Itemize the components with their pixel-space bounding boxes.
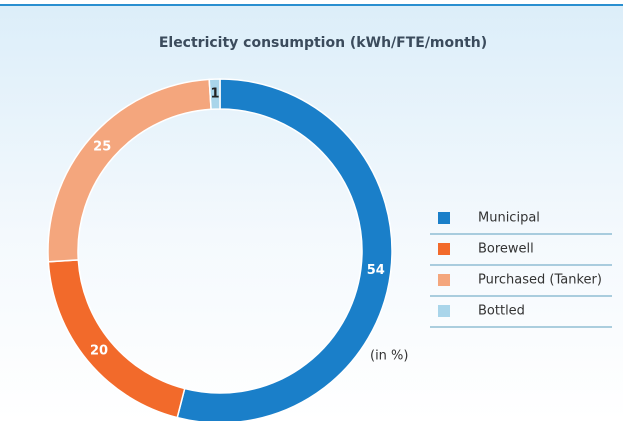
data-label: 54 — [367, 263, 385, 278]
data-label: 20 — [90, 344, 108, 359]
legend-label: Borewell — [478, 242, 534, 257]
legend-swatch — [438, 212, 450, 224]
data-label: 25 — [93, 140, 111, 155]
legend-swatch — [438, 305, 450, 317]
legend-label: Municipal — [478, 211, 540, 226]
legend-swatch — [438, 274, 450, 286]
annotation: (in %) — [370, 349, 408, 364]
slice — [176, 78, 393, 421]
top-rule — [0, 4, 623, 6]
legend-swatch — [438, 243, 450, 255]
legend-label: Bottled — [478, 304, 525, 319]
chart-title: Electricity consumption (kWh/FTE/month) — [159, 35, 487, 51]
data-label: 1 — [211, 87, 220, 102]
slice — [208, 78, 221, 111]
legend-label: Purchased (Tanker) — [478, 273, 602, 288]
